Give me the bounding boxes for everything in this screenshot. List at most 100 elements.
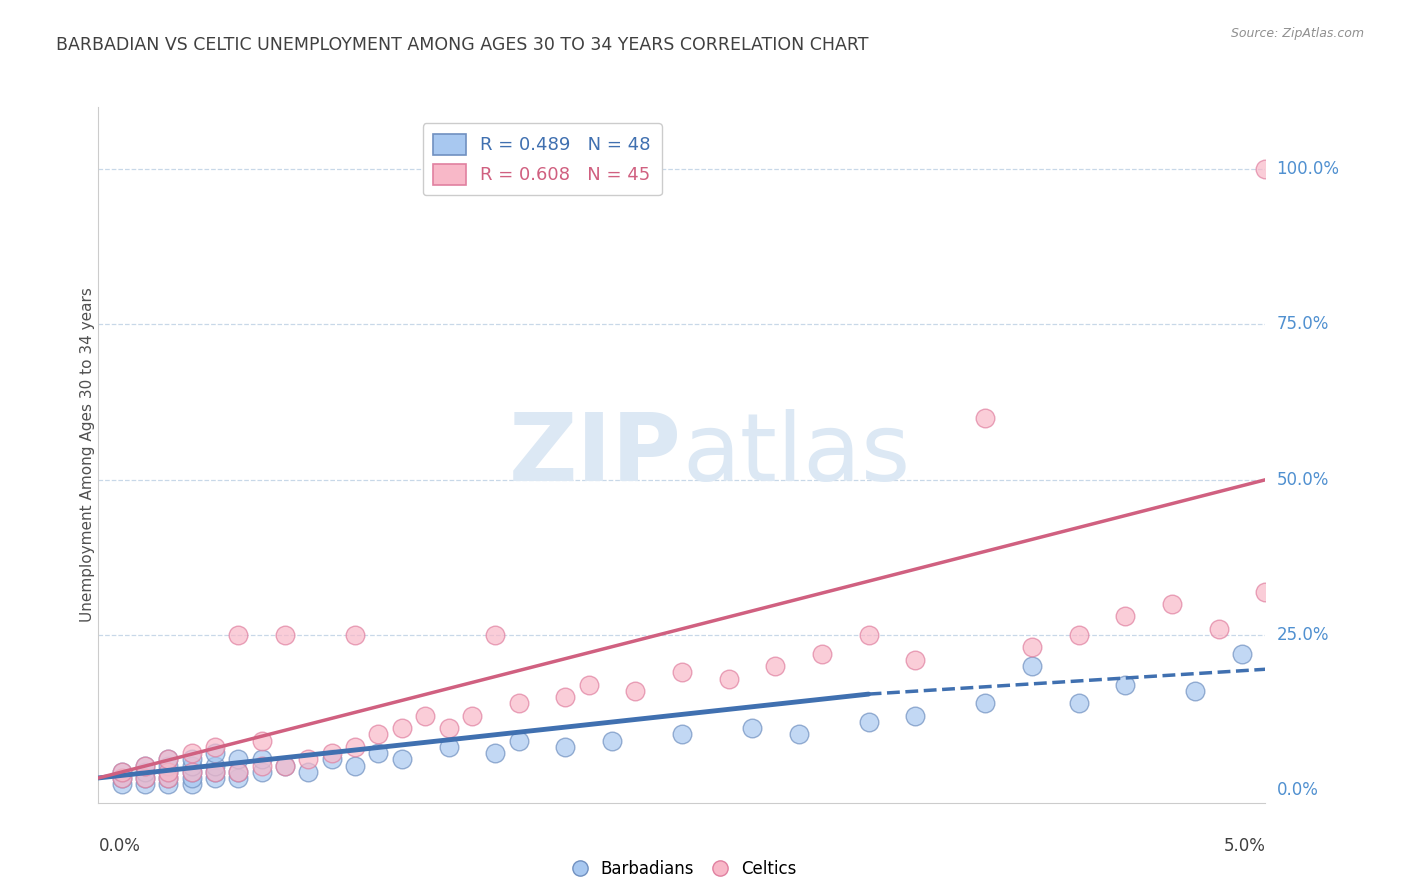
Text: 0.0%: 0.0%	[1277, 781, 1319, 799]
Text: ZIP: ZIP	[509, 409, 682, 501]
Point	[391, 721, 413, 735]
Point	[157, 752, 180, 766]
Point	[484, 628, 506, 642]
Point	[1114, 609, 1136, 624]
Point	[157, 752, 180, 766]
Point	[904, 708, 927, 723]
Point	[204, 771, 226, 785]
Point	[904, 653, 927, 667]
Text: 75.0%: 75.0%	[1277, 316, 1329, 334]
Point	[508, 697, 530, 711]
Point	[204, 764, 226, 779]
Point	[367, 746, 389, 760]
Point	[1184, 684, 1206, 698]
Point	[600, 733, 623, 747]
Point	[274, 758, 297, 772]
Y-axis label: Unemployment Among Ages 30 to 34 years: Unemployment Among Ages 30 to 34 years	[80, 287, 94, 623]
Text: atlas: atlas	[682, 409, 910, 501]
Point	[763, 659, 786, 673]
Point	[321, 752, 343, 766]
Text: Source: ZipAtlas.com: Source: ZipAtlas.com	[1230, 27, 1364, 40]
Point	[1208, 622, 1230, 636]
Point	[157, 764, 180, 779]
Point	[180, 764, 202, 779]
Point	[180, 752, 202, 766]
Point	[250, 752, 273, 766]
Text: 25.0%: 25.0%	[1277, 626, 1329, 644]
Point	[554, 690, 576, 705]
Point	[228, 752, 250, 766]
Point	[741, 721, 763, 735]
Point	[1021, 659, 1043, 673]
Point	[297, 764, 319, 779]
Point	[367, 727, 389, 741]
Point	[204, 758, 226, 772]
Point	[717, 672, 740, 686]
Point	[157, 771, 180, 785]
Point	[391, 752, 413, 766]
Point	[111, 771, 134, 785]
Point	[134, 758, 156, 772]
Point	[297, 752, 319, 766]
Point	[134, 777, 156, 791]
Point	[1161, 597, 1184, 611]
Point	[578, 678, 600, 692]
Point	[228, 764, 250, 779]
Point	[111, 764, 134, 779]
Point	[858, 628, 880, 642]
Point	[157, 764, 180, 779]
Point	[974, 697, 997, 711]
Point	[180, 771, 202, 785]
Point	[1254, 584, 1277, 599]
Point	[180, 758, 202, 772]
Point	[180, 777, 202, 791]
Point	[1114, 678, 1136, 692]
Point	[461, 708, 484, 723]
Point	[134, 758, 156, 772]
Point	[250, 758, 273, 772]
Point	[157, 771, 180, 785]
Point	[437, 739, 460, 754]
Point	[180, 764, 202, 779]
Point	[111, 764, 134, 779]
Point	[344, 739, 367, 754]
Text: 5.0%: 5.0%	[1223, 837, 1265, 855]
Point	[157, 758, 180, 772]
Point	[274, 758, 297, 772]
Point	[437, 721, 460, 735]
Point	[508, 733, 530, 747]
Point	[228, 628, 250, 642]
Point	[1230, 647, 1253, 661]
Point	[228, 764, 250, 779]
Point	[1021, 640, 1043, 655]
Point	[204, 764, 226, 779]
Legend: Barbadians, Celtics: Barbadians, Celtics	[561, 854, 803, 885]
Point	[1067, 697, 1090, 711]
Point	[134, 771, 156, 785]
Point	[624, 684, 647, 698]
Point	[671, 727, 693, 741]
Text: 0.0%: 0.0%	[98, 837, 141, 855]
Point	[111, 777, 134, 791]
Text: BARBADIAN VS CELTIC UNEMPLOYMENT AMONG AGES 30 TO 34 YEARS CORRELATION CHART: BARBADIAN VS CELTIC UNEMPLOYMENT AMONG A…	[56, 36, 869, 54]
Point	[250, 733, 273, 747]
Point	[858, 714, 880, 729]
Text: 50.0%: 50.0%	[1277, 471, 1329, 489]
Point	[811, 647, 834, 661]
Point	[484, 746, 506, 760]
Point	[204, 739, 226, 754]
Point	[1254, 162, 1277, 177]
Point	[413, 708, 436, 723]
Text: 100.0%: 100.0%	[1277, 161, 1340, 178]
Point	[344, 628, 367, 642]
Point	[134, 771, 156, 785]
Point	[974, 410, 997, 425]
Point	[274, 628, 297, 642]
Point	[671, 665, 693, 680]
Point	[204, 746, 226, 760]
Point	[250, 764, 273, 779]
Point	[787, 727, 810, 741]
Point	[157, 777, 180, 791]
Point	[321, 746, 343, 760]
Point	[344, 758, 367, 772]
